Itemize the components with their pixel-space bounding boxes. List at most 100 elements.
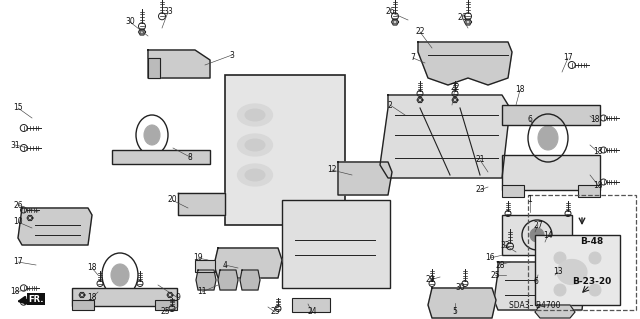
Polygon shape	[417, 97, 423, 103]
Bar	[195, 260, 215, 272]
Text: 27: 27	[533, 220, 543, 229]
Text: 20: 20	[167, 196, 177, 204]
Bar	[578, 185, 600, 197]
Polygon shape	[428, 288, 496, 318]
Polygon shape	[18, 208, 92, 245]
Polygon shape	[535, 305, 575, 318]
Polygon shape	[380, 95, 510, 178]
Text: 4: 4	[223, 261, 227, 270]
Bar	[528, 195, 636, 310]
Polygon shape	[167, 293, 173, 298]
Text: 18: 18	[593, 147, 603, 157]
Circle shape	[554, 252, 566, 264]
Text: 9: 9	[175, 293, 180, 302]
Text: 26: 26	[13, 201, 23, 210]
Polygon shape	[196, 270, 216, 290]
Ellipse shape	[237, 164, 273, 186]
Text: 21: 21	[476, 155, 484, 165]
Text: 30: 30	[455, 284, 465, 293]
Text: 16: 16	[485, 254, 495, 263]
Text: 14: 14	[543, 231, 553, 240]
Text: 17: 17	[563, 54, 573, 63]
Text: 30: 30	[125, 18, 135, 26]
Polygon shape	[79, 293, 85, 298]
Text: 18: 18	[515, 85, 525, 94]
Bar	[502, 185, 524, 197]
Text: B-23-20: B-23-20	[572, 278, 612, 286]
Text: SDA3– B4700: SDA3– B4700	[509, 301, 561, 310]
Bar	[282, 200, 390, 288]
Text: 18: 18	[590, 115, 600, 124]
Text: 33: 33	[163, 8, 173, 17]
Circle shape	[589, 284, 601, 296]
Polygon shape	[138, 29, 145, 35]
Text: 2: 2	[388, 100, 392, 109]
Text: 23: 23	[475, 186, 485, 195]
Bar	[155, 300, 177, 310]
Polygon shape	[240, 270, 260, 290]
Text: 18: 18	[87, 263, 97, 272]
Text: 22: 22	[415, 27, 425, 36]
Bar	[502, 105, 600, 125]
Polygon shape	[494, 262, 586, 310]
Polygon shape	[214, 248, 282, 278]
Ellipse shape	[237, 104, 273, 126]
Polygon shape	[178, 193, 225, 215]
Ellipse shape	[245, 169, 265, 181]
Text: 5: 5	[452, 308, 458, 316]
Ellipse shape	[557, 259, 587, 285]
Text: 26: 26	[385, 8, 395, 17]
Polygon shape	[148, 50, 210, 78]
Text: 11: 11	[197, 287, 207, 296]
Ellipse shape	[111, 264, 129, 286]
Text: 1: 1	[527, 196, 532, 204]
Text: 25: 25	[270, 308, 280, 316]
Text: 18: 18	[593, 181, 603, 189]
Text: 19: 19	[193, 254, 203, 263]
Text: 3: 3	[230, 50, 234, 60]
Polygon shape	[392, 19, 399, 25]
Bar	[535, 235, 620, 305]
Text: 24: 24	[307, 308, 317, 316]
Circle shape	[530, 228, 544, 242]
Text: 10: 10	[13, 218, 23, 226]
Text: 6: 6	[534, 278, 538, 286]
Polygon shape	[465, 19, 472, 25]
Text: 25: 25	[490, 271, 500, 279]
Text: 32: 32	[500, 241, 510, 249]
Text: 6: 6	[527, 115, 532, 124]
Circle shape	[589, 252, 601, 264]
Ellipse shape	[245, 139, 265, 151]
Bar	[502, 215, 572, 255]
Text: 7: 7	[411, 54, 415, 63]
Text: 17: 17	[13, 257, 23, 266]
Text: 26: 26	[457, 13, 467, 23]
Bar	[72, 300, 94, 310]
Polygon shape	[27, 215, 33, 221]
Text: 25: 25	[160, 308, 170, 316]
Text: B-48: B-48	[580, 238, 604, 247]
Text: 15: 15	[13, 103, 23, 113]
Text: 12: 12	[327, 166, 337, 174]
Ellipse shape	[237, 134, 273, 156]
Ellipse shape	[144, 125, 160, 145]
Text: 18: 18	[87, 293, 97, 302]
Text: 13: 13	[553, 268, 563, 277]
Text: FR.: FR.	[28, 294, 44, 303]
Polygon shape	[338, 162, 392, 195]
Circle shape	[554, 284, 566, 296]
Bar	[225, 75, 345, 225]
Ellipse shape	[245, 109, 265, 121]
Text: 8: 8	[188, 152, 193, 161]
Polygon shape	[148, 58, 160, 78]
Bar	[292, 298, 330, 312]
Text: 22: 22	[451, 84, 460, 93]
Bar	[502, 155, 600, 190]
Text: 29: 29	[425, 276, 435, 285]
Text: 18: 18	[10, 287, 20, 296]
Polygon shape	[452, 97, 458, 103]
Polygon shape	[218, 270, 238, 290]
Bar	[72, 288, 177, 306]
Ellipse shape	[538, 126, 558, 150]
Text: 31: 31	[10, 140, 20, 150]
